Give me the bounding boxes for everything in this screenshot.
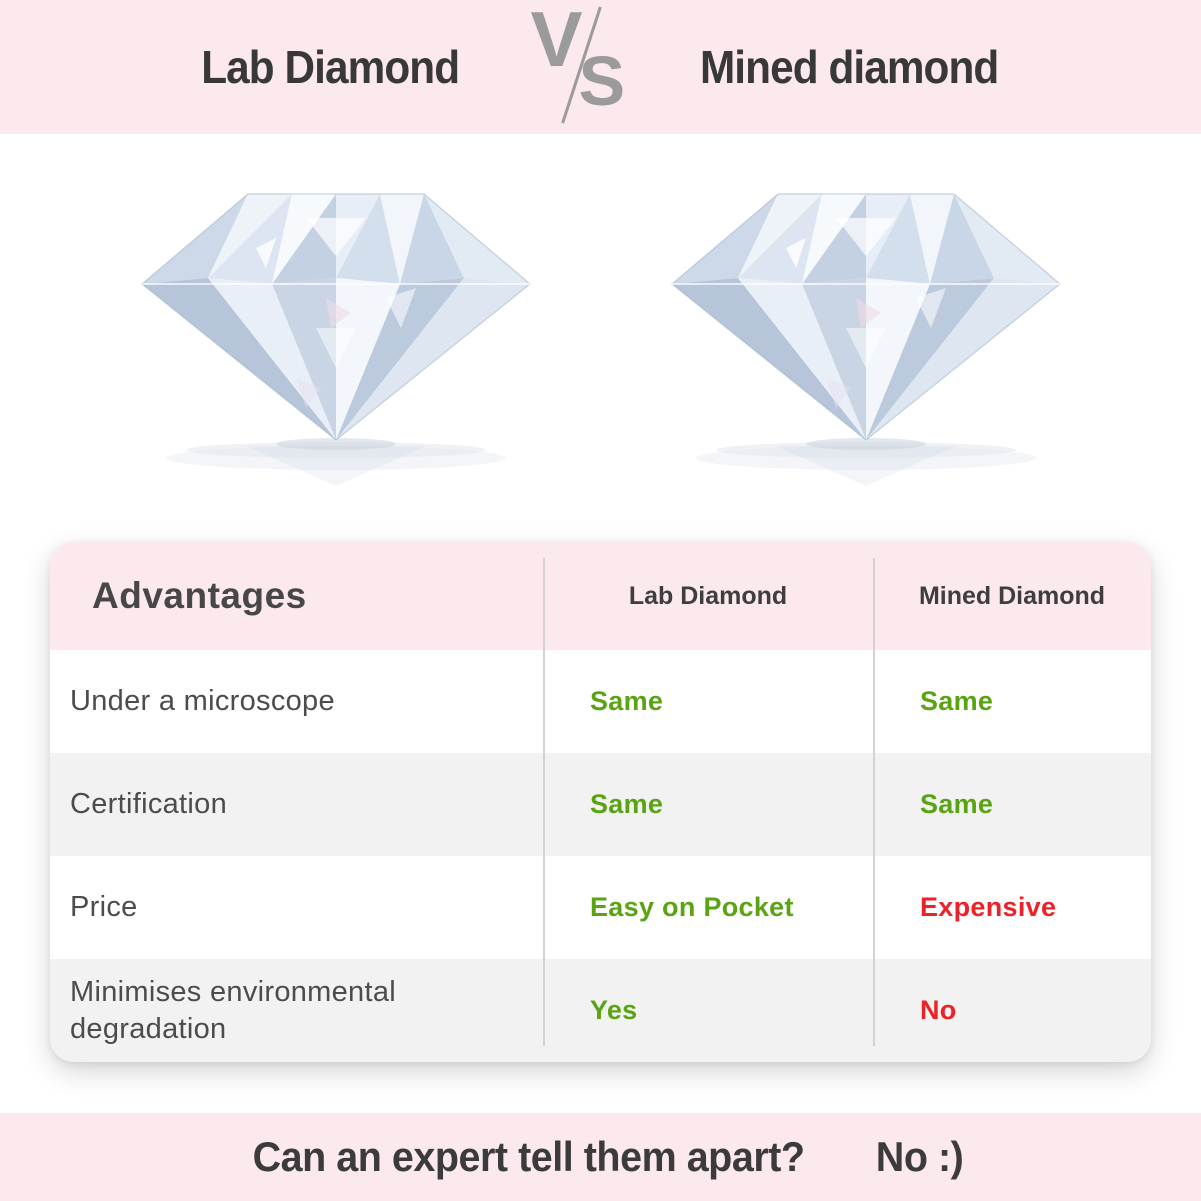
- mined-diamond-title: Mined diamond: [699, 41, 998, 93]
- footer-answer: No :): [875, 1133, 963, 1180]
- diamond-icon: [136, 168, 536, 498]
- mined-value: Same: [920, 686, 994, 716]
- mined-value: Same: [920, 789, 994, 819]
- vs-graphic: V S: [523, 0, 635, 130]
- diamond-icon: [666, 168, 1066, 498]
- row-label: Under a microscope: [70, 685, 335, 718]
- row-label: Price: [70, 891, 138, 924]
- diamond-images-row: [0, 168, 1201, 538]
- mined-value: No: [920, 995, 957, 1025]
- top-banner: Lab Diamond V S Mined diamond: [0, 0, 1201, 134]
- header-advantages: Advantages: [92, 575, 307, 616]
- lab-diamond-image: [126, 168, 546, 518]
- header-lab-diamond: Lab Diamond: [628, 581, 788, 610]
- lab-value: Easy on Pocket: [590, 892, 794, 922]
- vs-letter-v: V: [530, 0, 583, 83]
- lab-value: Same: [590, 686, 664, 716]
- table-row: Certification Same Same: [50, 753, 1151, 856]
- bottom-banner: Can an expert tell them apart? No :): [0, 1113, 1201, 1201]
- column-divider: [873, 558, 875, 1046]
- mined-diamond-image: [656, 168, 1076, 518]
- table-row: Minimises environmental degradation Yes …: [50, 959, 1151, 1062]
- comparison-table-card: Advantages Lab Diamond Mined Diamond Und…: [50, 542, 1151, 1062]
- table-header-row: Advantages Lab Diamond Mined Diamond: [50, 542, 1151, 650]
- row-label: Certification: [70, 788, 228, 821]
- lab-diamond-title: Lab Diamond: [201, 41, 460, 93]
- lab-value: Same: [590, 789, 664, 819]
- row-label: Minimises environmental degradation: [70, 976, 397, 1045]
- vs-letter-s: S: [578, 42, 626, 120]
- footer-question: Can an expert tell them apart?: [252, 1133, 805, 1180]
- header-mined-diamond: Mined Diamond: [918, 581, 1106, 610]
- table-row: Price Easy on Pocket Expensive: [50, 856, 1151, 959]
- lab-value: Yes: [590, 995, 638, 1025]
- table-row: Under a microscope Same Same: [50, 650, 1151, 753]
- mined-value: Expensive: [920, 892, 1057, 922]
- column-divider: [543, 558, 545, 1046]
